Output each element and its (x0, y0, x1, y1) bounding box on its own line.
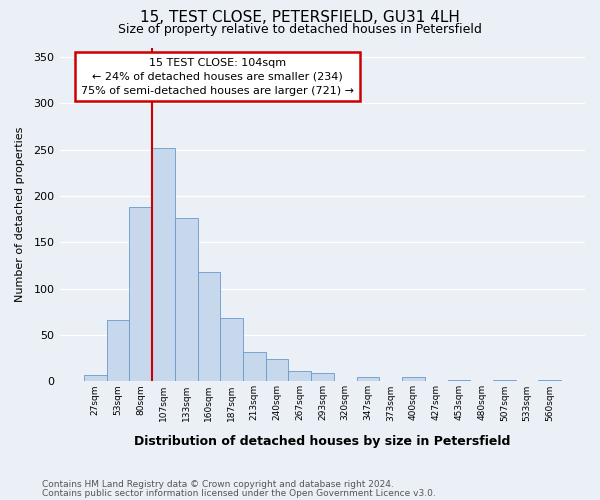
Bar (84, 375, 107, 382)
Bar (311, 373, 334, 382)
Text: Contains HM Land Registry data © Crown copyright and database right 2024.: Contains HM Land Registry data © Crown c… (42, 480, 394, 489)
Text: Size of property relative to detached houses in Petersfield: Size of property relative to detached ho… (118, 22, 482, 36)
Text: 15, TEST CLOSE, PETERSFIELD, GU31 4LH: 15, TEST CLOSE, PETERSFIELD, GU31 4LH (140, 10, 460, 25)
Bar (289, 372, 311, 382)
Bar (152, 148, 175, 382)
Bar (448, 380, 470, 382)
Bar (538, 380, 561, 382)
Bar (130, 207, 152, 382)
Bar (220, 318, 243, 382)
X-axis label: Distribution of detached houses by size in Petersfield: Distribution of detached houses by size … (134, 434, 511, 448)
Text: 15 TEST CLOSE: 104sqm
← 24% of detached houses are smaller (234)
75% of semi-det: 15 TEST CLOSE: 104sqm ← 24% of detached … (81, 58, 354, 96)
Bar (266, 359, 289, 382)
Bar (197, 272, 220, 382)
Bar (402, 377, 425, 382)
Bar (175, 218, 197, 382)
Bar (107, 320, 130, 382)
Y-axis label: Number of detached properties: Number of detached properties (15, 127, 25, 302)
Bar (356, 377, 379, 382)
Text: Contains public sector information licensed under the Open Government Licence v3: Contains public sector information licen… (42, 488, 436, 498)
Bar (493, 380, 515, 382)
Bar (243, 352, 266, 382)
